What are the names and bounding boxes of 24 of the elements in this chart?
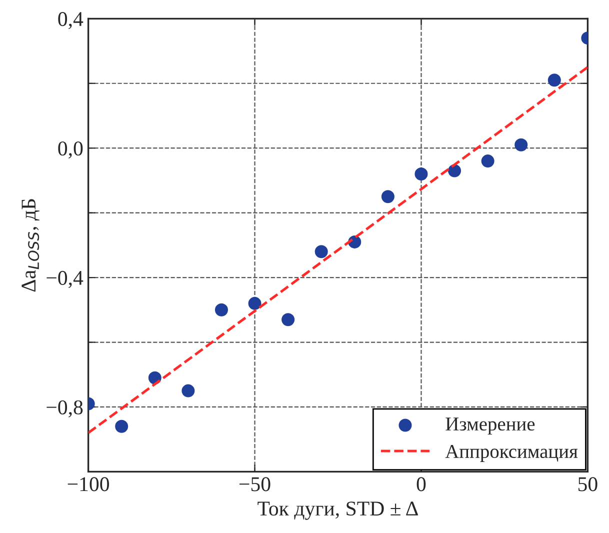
point [248,296,262,310]
y-tick-label: 0,4 [58,12,84,30]
y-tick-label: −0,4 [46,270,84,288]
point [282,313,295,326]
y-axis-title: Δa$_{LOSS}$, дБ [22,199,40,292]
x-axis-title: Ток дуги, STD ± Δ [258,502,418,520]
point [381,190,394,204]
y-tick-label: 0,0 [58,141,83,159]
legend-label: Аппроксимация [445,445,578,462]
point [115,420,128,433]
point [514,138,528,152]
point [548,74,561,87]
y-tick-label: −0,8 [46,400,83,418]
x-tick-label: 50 [578,477,598,492]
point [414,167,428,180]
point [182,384,195,398]
x-tick-label: −100 [68,477,110,492]
point [448,164,462,178]
x-tick-label: −50 [240,477,270,492]
x-tick-label: 0 [416,477,426,492]
point [314,245,328,258]
point [214,303,228,316]
point [481,154,494,168]
legend-label: Измерение [446,418,535,435]
